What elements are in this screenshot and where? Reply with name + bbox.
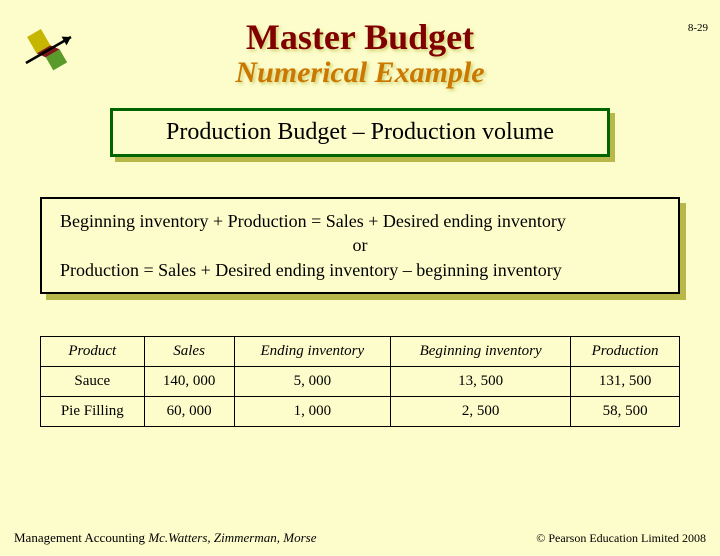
- logo-icon: [10, 22, 80, 77]
- footer-left: Management Accounting Mc.Watters, Zimmer…: [14, 530, 316, 546]
- footer-left-authors: Mc.Watters, Zimmerman, Morse: [148, 530, 316, 545]
- table-cell: 58, 500: [571, 396, 680, 426]
- table-cell: 13, 500: [391, 366, 571, 396]
- table-row: Sauce 140, 000 5, 000 13, 500 131, 500: [41, 366, 680, 396]
- table-header-cell: Beginning inventory: [391, 336, 571, 366]
- table-cell: Pie Filling: [41, 396, 145, 426]
- table-header-row: Product Sales Ending inventory Beginning…: [41, 336, 680, 366]
- table-row: Pie Filling 60, 000 1, 000 2, 500 58, 50…: [41, 396, 680, 426]
- footer-left-plain: Management Accounting: [14, 530, 148, 545]
- table-header-cell: Ending inventory: [234, 336, 390, 366]
- formula-box: Beginning inventory + Production = Sales…: [40, 197, 680, 294]
- formula-line-1: Beginning inventory + Production = Sales…: [60, 209, 660, 233]
- table-cell: 2, 500: [391, 396, 571, 426]
- table-cell: Sauce: [41, 366, 145, 396]
- production-table: Product Sales Ending inventory Beginning…: [40, 336, 680, 427]
- slide-number: 8-29: [688, 22, 708, 34]
- table-cell: 140, 000: [144, 366, 234, 396]
- table-header-cell: Product: [41, 336, 145, 366]
- table-cell: 1, 000: [234, 396, 390, 426]
- slide-subtitle: Numerical Example: [0, 56, 720, 90]
- formula-line-2: Production = Sales + Desired ending inve…: [60, 258, 660, 282]
- footer-right: © Pearson Education Limited 2008: [536, 531, 706, 546]
- table-cell: 131, 500: [571, 366, 680, 396]
- table-header-cell: Sales: [144, 336, 234, 366]
- formula-line-or: or: [60, 233, 660, 257]
- slide-title: Master Budget: [0, 16, 720, 58]
- table-cell: 60, 000: [144, 396, 234, 426]
- table-cell: 5, 000: [234, 366, 390, 396]
- section-heading-text: Production Budget – Production volume: [110, 108, 610, 157]
- section-heading-box: Production Budget – Production volume: [110, 108, 610, 157]
- table-header-cell: Production: [571, 336, 680, 366]
